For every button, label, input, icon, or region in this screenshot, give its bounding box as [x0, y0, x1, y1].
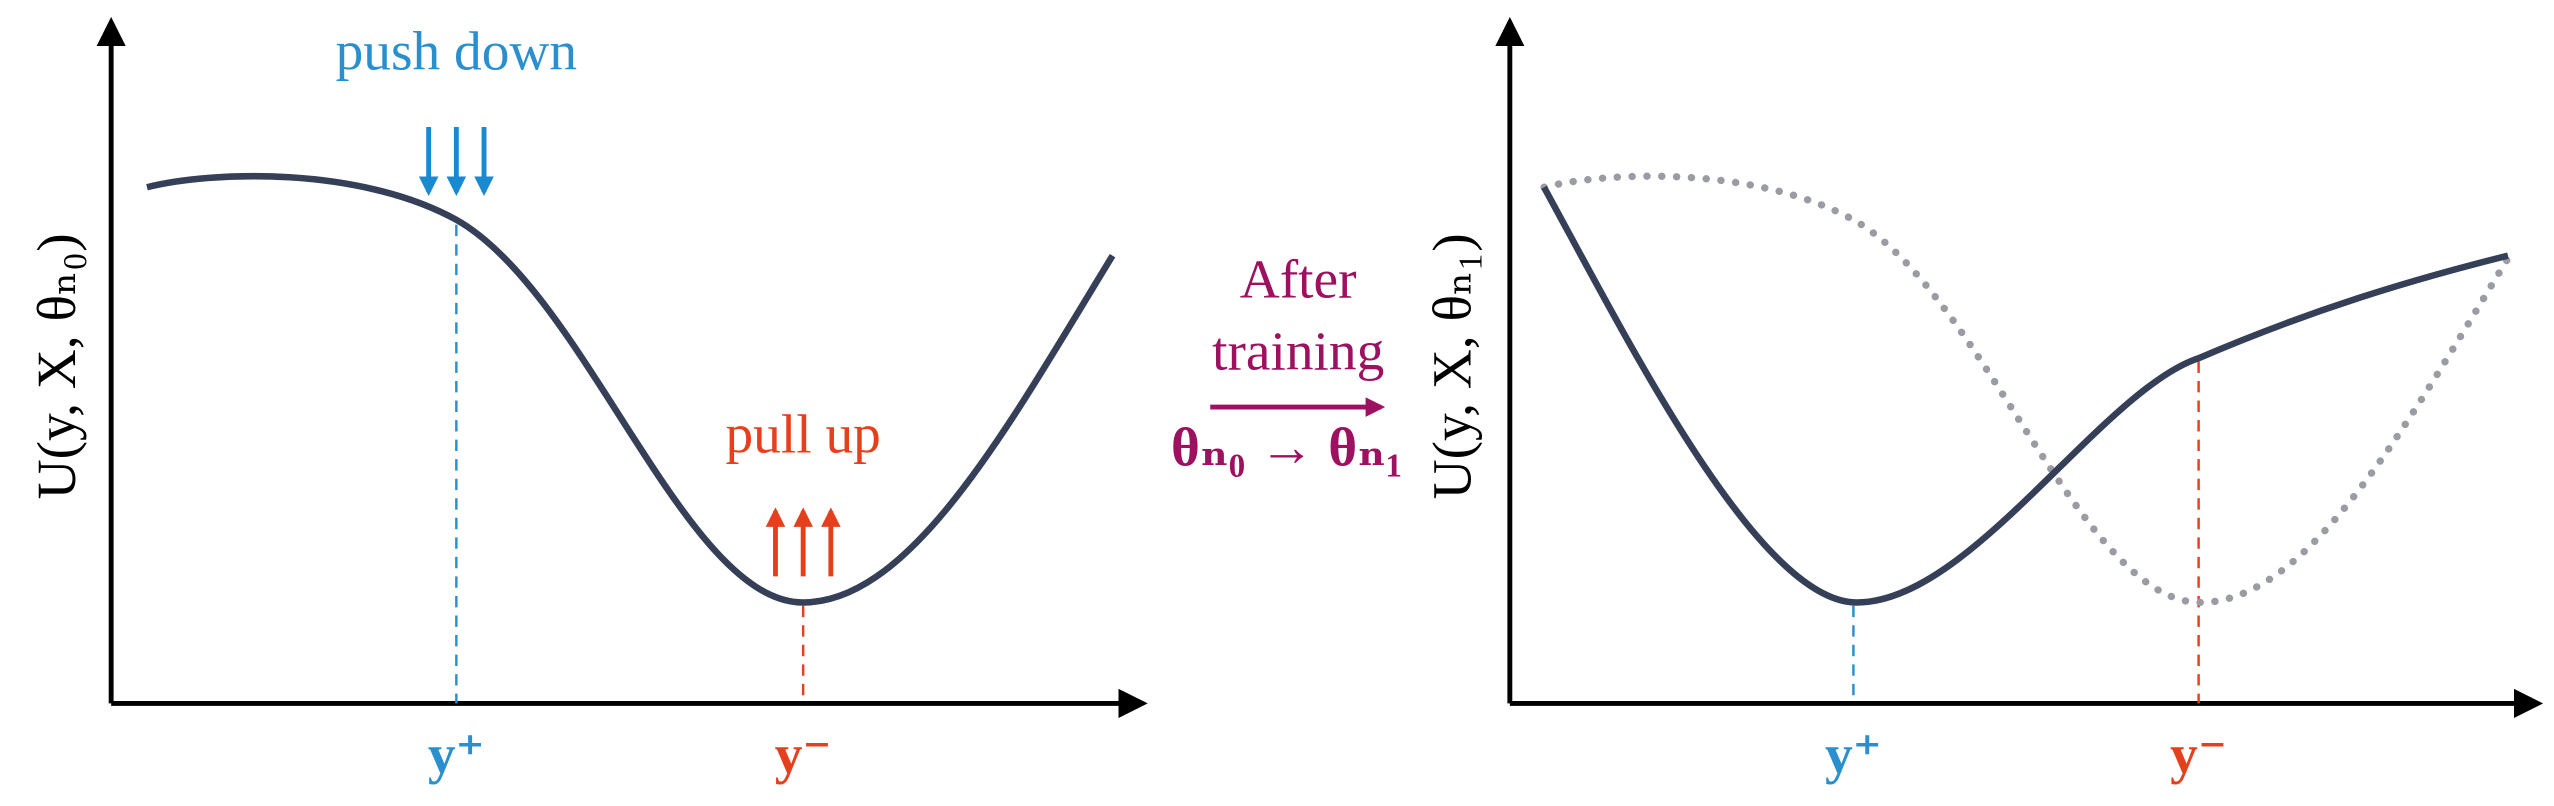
formula: θₙ₀ → θₙ₁: [1171, 416, 1403, 477]
x-label: y⁺: [1825, 724, 1882, 785]
annotation: push down: [336, 21, 577, 82]
energy-curve: [1541, 185, 2509, 606]
annotation: pull up: [726, 403, 881, 464]
y-label: U(y, X, θₙ₀): [26, 233, 87, 499]
old-curve: [1540, 172, 2514, 607]
caption: After: [1240, 249, 1357, 310]
caption: training: [1212, 320, 1384, 381]
x-label: y⁺: [428, 724, 485, 785]
right-panel: y⁺ y⁻ U(y, X, θₙ₁): [1421, 16, 2544, 785]
x-label: y⁻: [775, 724, 832, 785]
x-label: y⁻: [2170, 724, 2227, 785]
pull-arrows: [765, 507, 841, 577]
y-label: U(y, X, θₙ₁): [1421, 233, 1482, 499]
left-panel: push down pull up y⁺ y⁻ U(y, X, θₙ₀): [26, 16, 1148, 785]
transition: After training θₙ₀ → θₙ₁: [1171, 249, 1403, 478]
energy-curve: [146, 173, 1116, 606]
push-arrows: [418, 127, 494, 197]
